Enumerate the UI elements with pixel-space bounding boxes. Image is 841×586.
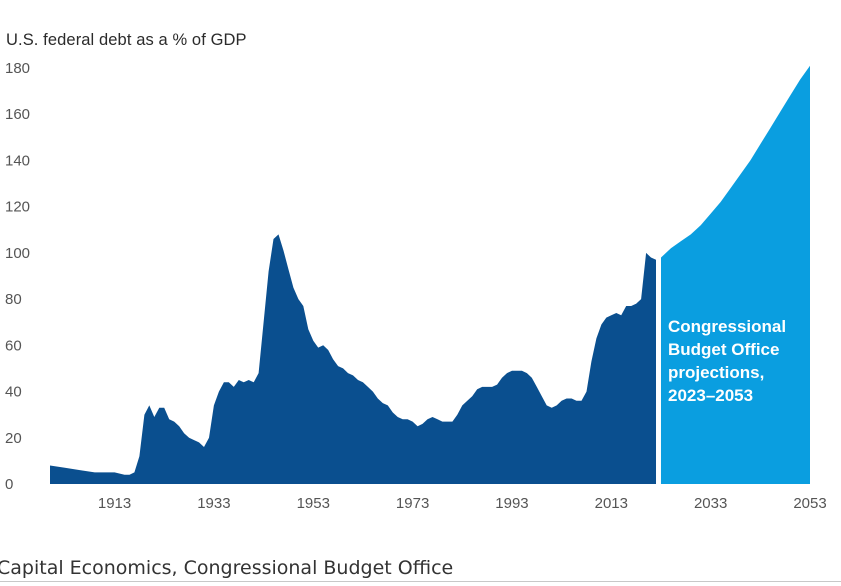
y-tick-label: 120 (5, 199, 30, 216)
y-tick-label: 80 (5, 291, 22, 308)
y-tick-label: 140 (5, 152, 30, 169)
x-tick-label: 1913 (98, 495, 131, 512)
x-tick-label: 2013 (595, 495, 628, 512)
y-tick-label: 100 (5, 245, 30, 262)
projection-area (660, 65, 810, 484)
x-tick-label: 1993 (495, 495, 528, 512)
y-tick-label: 160 (5, 106, 30, 123)
historical-area (50, 234, 657, 484)
x-tick-label: 1973 (396, 495, 429, 512)
y-tick-label: 40 (5, 384, 22, 401)
x-tick-label: 2033 (694, 495, 727, 512)
y-tick-label: 20 (5, 430, 22, 447)
chart-title: U.S. federal debt as a % of GDP (6, 31, 247, 49)
x-tick-label: 2053 (793, 495, 826, 512)
y-tick-label: 180 (5, 60, 30, 77)
y-tick-label: 0 (5, 476, 13, 493)
source-note: Capital Economics, Congressional Budget … (0, 557, 454, 579)
projection-annotation: Congressional (668, 317, 786, 336)
projection-annotation: projections, (668, 363, 764, 382)
x-tick-label: 1953 (297, 495, 330, 512)
projection-annotation: Budget Office (668, 340, 779, 359)
x-tick-label: 1933 (197, 495, 230, 512)
projection-annotation: 2023–2053 (668, 386, 753, 405)
y-tick-label: 60 (5, 337, 22, 354)
divider (0, 581, 841, 582)
